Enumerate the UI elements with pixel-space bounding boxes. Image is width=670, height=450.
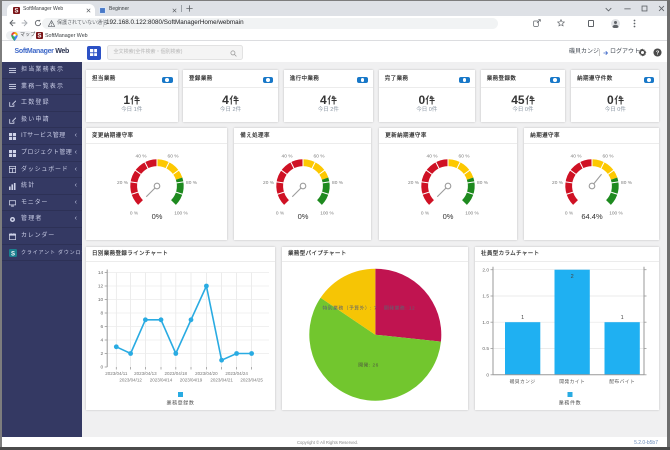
svg-text:4: 4 <box>101 337 104 343</box>
svg-text:10: 10 <box>98 297 104 303</box>
svg-text:100 %: 100 % <box>174 211 188 217</box>
svg-text:2.0: 2.0 <box>482 267 489 273</box>
svg-text:0: 0 <box>101 364 104 370</box>
svg-text:100 %: 100 % <box>320 211 334 217</box>
svg-text:業務登録数: 業務登録数 <box>166 399 194 406</box>
svg-text:0 %: 0 % <box>565 211 574 217</box>
svg-text:1.5: 1.5 <box>482 293 489 299</box>
svg-text:1: 1 <box>521 314 524 320</box>
svg-text:64.4%: 64.4% <box>581 212 603 221</box>
svg-text:2023/04/24: 2023/04/24 <box>225 371 248 376</box>
svg-text:1: 1 <box>621 314 624 320</box>
svg-text:?: ? <box>656 51 660 57</box>
svg-text:80 %: 80 % <box>332 180 344 186</box>
svg-text:60 %: 60 % <box>602 154 614 160</box>
svg-text:0 %: 0 % <box>276 211 285 217</box>
svg-text:S: S <box>15 8 19 13</box>
svg-text:0%: 0% <box>297 212 308 221</box>
svg-text:6: 6 <box>101 324 104 330</box>
svg-text:60 %: 60 % <box>313 154 325 160</box>
svg-text:40 %: 40 % <box>281 154 293 160</box>
svg-text:40 %: 40 % <box>135 154 147 160</box>
svg-text:0: 0 <box>486 372 489 378</box>
svg-text:40 %: 40 % <box>427 154 439 160</box>
svg-text:80 %: 80 % <box>621 180 633 186</box>
svg-text:磯貝カンジ: 磯貝カンジ <box>510 377 536 384</box>
svg-text:0 %: 0 % <box>129 211 138 217</box>
svg-text:2023/04/19: 2023/04/19 <box>180 377 203 382</box>
svg-text:100 %: 100 % <box>609 211 623 217</box>
svg-text:開発: 26: 開発: 26 <box>358 361 379 368</box>
svg-text:2023/04/11: 2023/04/11 <box>105 371 128 376</box>
svg-text:S: S <box>37 34 41 39</box>
svg-text:2023/04/25: 2023/04/25 <box>240 377 263 382</box>
svg-text:2023/04/21: 2023/04/21 <box>210 377 233 382</box>
svg-text:開発カイト: 開発カイト <box>559 377 585 384</box>
svg-text:0.5: 0.5 <box>482 346 489 352</box>
svg-text:2023/04/13: 2023/04/13 <box>134 371 157 376</box>
svg-text:0%: 0% <box>443 212 454 221</box>
svg-text:2: 2 <box>571 274 574 280</box>
svg-text:業務件数: 業務件数 <box>559 399 581 406</box>
svg-text:80 %: 80 % <box>186 180 198 186</box>
svg-text:40 %: 40 % <box>570 154 582 160</box>
svg-text:0%: 0% <box>151 212 162 221</box>
svg-text:60 %: 60 % <box>459 154 471 160</box>
svg-text:S: S <box>11 252 15 258</box>
svg-text:1.0: 1.0 <box>482 320 489 326</box>
svg-text:12: 12 <box>98 283 104 289</box>
svg-text:2023/04/20: 2023/04/20 <box>195 371 218 376</box>
svg-text:20 %: 20 % <box>552 180 564 186</box>
svg-text:8: 8 <box>101 310 104 316</box>
svg-text:100 %: 100 % <box>465 211 479 217</box>
svg-text:2023/04/14: 2023/04/14 <box>150 377 173 382</box>
svg-text:20 %: 20 % <box>408 180 420 186</box>
svg-text:14: 14 <box>98 270 104 276</box>
svg-text:2: 2 <box>101 351 104 357</box>
svg-text:20 %: 20 % <box>117 180 129 186</box>
svg-text:2023/04/18: 2023/04/18 <box>165 371 188 376</box>
svg-text:開発業務: 12: 開発業務: 12 <box>384 304 415 311</box>
svg-text:0 %: 0 % <box>421 211 430 217</box>
svg-text:配布バイト: 配布バイト <box>609 377 635 384</box>
svg-text:60 %: 60 % <box>167 154 179 160</box>
svg-text:特別業務（予算外）: 7: 特別業務（予算外）: 7 <box>322 304 377 311</box>
svg-text:2023/04/12: 2023/04/12 <box>119 377 142 382</box>
svg-text:20 %: 20 % <box>263 180 275 186</box>
svg-text:80 %: 80 % <box>477 180 489 186</box>
